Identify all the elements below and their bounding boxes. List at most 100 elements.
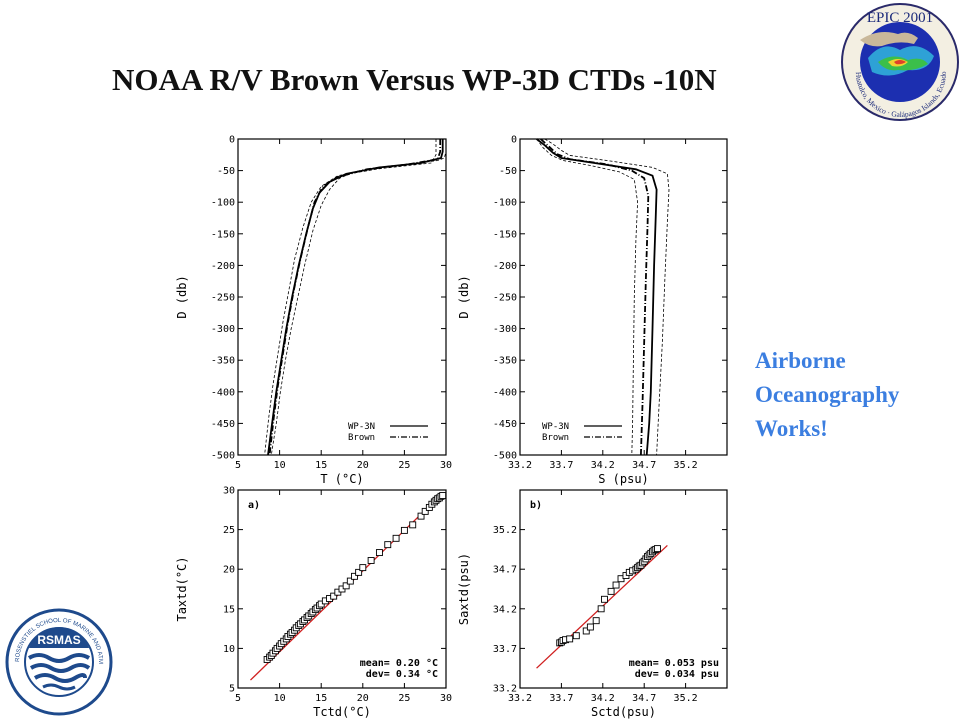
data-point bbox=[601, 595, 608, 603]
x-tick-label: 33.7 bbox=[549, 693, 573, 704]
data-point bbox=[367, 557, 375, 564]
series-line bbox=[267, 139, 444, 456]
y-tick-label: -50 bbox=[217, 166, 235, 177]
y-tick-label: -300 bbox=[211, 324, 235, 335]
rsmas-logo: RSMAS ROSENSTIEL SCHOOL OF MARINE AND AT… bbox=[5, 608, 113, 716]
x-axis-label: S (psu) bbox=[598, 472, 649, 486]
x-tick-label: 35.2 bbox=[674, 460, 698, 471]
data-point bbox=[439, 492, 447, 499]
legend-label: WP-3N bbox=[348, 422, 375, 432]
series-line bbox=[544, 138, 670, 456]
y-tick-label: -450 bbox=[493, 419, 517, 430]
data-point bbox=[346, 577, 354, 585]
epic-2001-logo: EPIC 2001 Huatulco, Mexico · Galápagos I… bbox=[838, 0, 959, 121]
plot-frame bbox=[237, 138, 447, 456]
y-tick-label: -200 bbox=[493, 261, 517, 272]
x-tick-label: 15 bbox=[315, 460, 327, 471]
data-point bbox=[330, 592, 338, 600]
y-tick-label: 0 bbox=[511, 135, 517, 146]
legend-label: Brown bbox=[348, 433, 375, 443]
x-axis-label: Sctd(psu) bbox=[591, 705, 656, 719]
y-tick-label: -50 bbox=[499, 166, 517, 177]
y-tick-label: -400 bbox=[493, 387, 517, 398]
rsmas-logo-name: RSMAS bbox=[37, 633, 80, 647]
y-tick-label: -250 bbox=[211, 293, 235, 304]
y-tick-label: -100 bbox=[211, 198, 235, 209]
y-tick-label: 25 bbox=[223, 525, 235, 536]
data-point bbox=[375, 549, 383, 557]
data-point bbox=[384, 541, 392, 549]
series-line bbox=[270, 139, 447, 456]
y-tick-label: 30 bbox=[223, 486, 235, 497]
x-tick-label: 25 bbox=[398, 460, 410, 471]
data-point bbox=[359, 564, 367, 572]
data-point bbox=[351, 572, 358, 580]
callout-line-3: Works! bbox=[755, 416, 828, 441]
data-point bbox=[572, 632, 580, 640]
data-point bbox=[586, 623, 594, 631]
stats-text: dev= 0.034 psu bbox=[635, 669, 719, 680]
x-tick-label: 35.2 bbox=[674, 693, 698, 704]
y-tick-label: -150 bbox=[211, 229, 235, 240]
x-tick-label: 15 bbox=[315, 693, 327, 704]
y-tick-label: 5 bbox=[229, 684, 235, 695]
stats-text: mean= 0.053 psu bbox=[629, 658, 719, 669]
callout-text: Airborne Oceanography Works! bbox=[755, 344, 899, 446]
y-tick-label: 33.7 bbox=[493, 644, 517, 655]
y-tick-label: 35.2 bbox=[493, 525, 517, 536]
panel-label: a) bbox=[248, 500, 260, 511]
x-tick-label: 10 bbox=[274, 460, 286, 471]
data-point bbox=[582, 627, 590, 635]
data-point bbox=[400, 526, 408, 534]
data-point bbox=[392, 534, 400, 542]
y-tick-label: -250 bbox=[493, 293, 517, 304]
x-axis-label: Tctd(°C) bbox=[313, 705, 371, 719]
plot-frame bbox=[519, 489, 728, 689]
data-point bbox=[612, 581, 620, 589]
y-tick-label: 10 bbox=[223, 644, 235, 655]
data-point bbox=[342, 582, 350, 590]
plot-frame bbox=[237, 489, 447, 689]
plot-frame bbox=[519, 138, 728, 456]
data-point bbox=[417, 512, 425, 520]
series-line bbox=[264, 139, 437, 456]
x-tick-label: 5 bbox=[235, 693, 241, 704]
y-axis-label: Taxtd(°C) bbox=[175, 556, 189, 621]
data-point bbox=[421, 507, 429, 515]
y-tick-label: 0 bbox=[229, 135, 235, 146]
x-tick-label: 20 bbox=[357, 460, 369, 471]
data-point bbox=[566, 635, 574, 643]
x-tick-label: 33.7 bbox=[549, 460, 573, 471]
data-point bbox=[409, 521, 417, 529]
series-line bbox=[536, 138, 658, 456]
y-tick-label: 34.7 bbox=[493, 565, 517, 576]
data-point bbox=[653, 545, 661, 553]
y-axis-label: D (db) bbox=[457, 275, 471, 318]
x-tick-label: 34.7 bbox=[632, 460, 656, 471]
y-tick-label: -150 bbox=[493, 229, 517, 240]
data-point bbox=[607, 587, 615, 595]
data-point bbox=[597, 605, 605, 613]
x-tick-label: 5 bbox=[235, 460, 241, 471]
y-tick-label: -350 bbox=[211, 356, 235, 367]
legend-label: Brown bbox=[542, 433, 569, 443]
y-tick-label: 20 bbox=[223, 565, 235, 576]
y-axis-label: Saxtd(psu) bbox=[457, 553, 471, 625]
slide-title: NOAA R/V Brown Versus WP-3D CTDs -10N bbox=[112, 62, 717, 97]
y-tick-label: -450 bbox=[211, 419, 235, 430]
legend-label: WP-3N bbox=[542, 422, 569, 432]
y-tick-label: -100 bbox=[493, 198, 517, 209]
y-axis-label: D (db) bbox=[175, 275, 189, 318]
x-tick-label: 34.7 bbox=[632, 693, 656, 704]
epic-logo-title: EPIC 2001 bbox=[867, 10, 933, 26]
y-tick-label: -300 bbox=[493, 324, 517, 335]
x-axis-label: T (°C) bbox=[320, 472, 363, 486]
y-tick-label: -400 bbox=[211, 387, 235, 398]
x-tick-label: 34.2 bbox=[591, 693, 615, 704]
x-tick-label: 20 bbox=[357, 693, 369, 704]
x-tick-label: 10 bbox=[274, 693, 286, 704]
y-tick-label: 33.2 bbox=[493, 684, 517, 695]
callout-line-2: Oceanography bbox=[755, 382, 900, 407]
x-tick-label: 30 bbox=[440, 693, 452, 704]
